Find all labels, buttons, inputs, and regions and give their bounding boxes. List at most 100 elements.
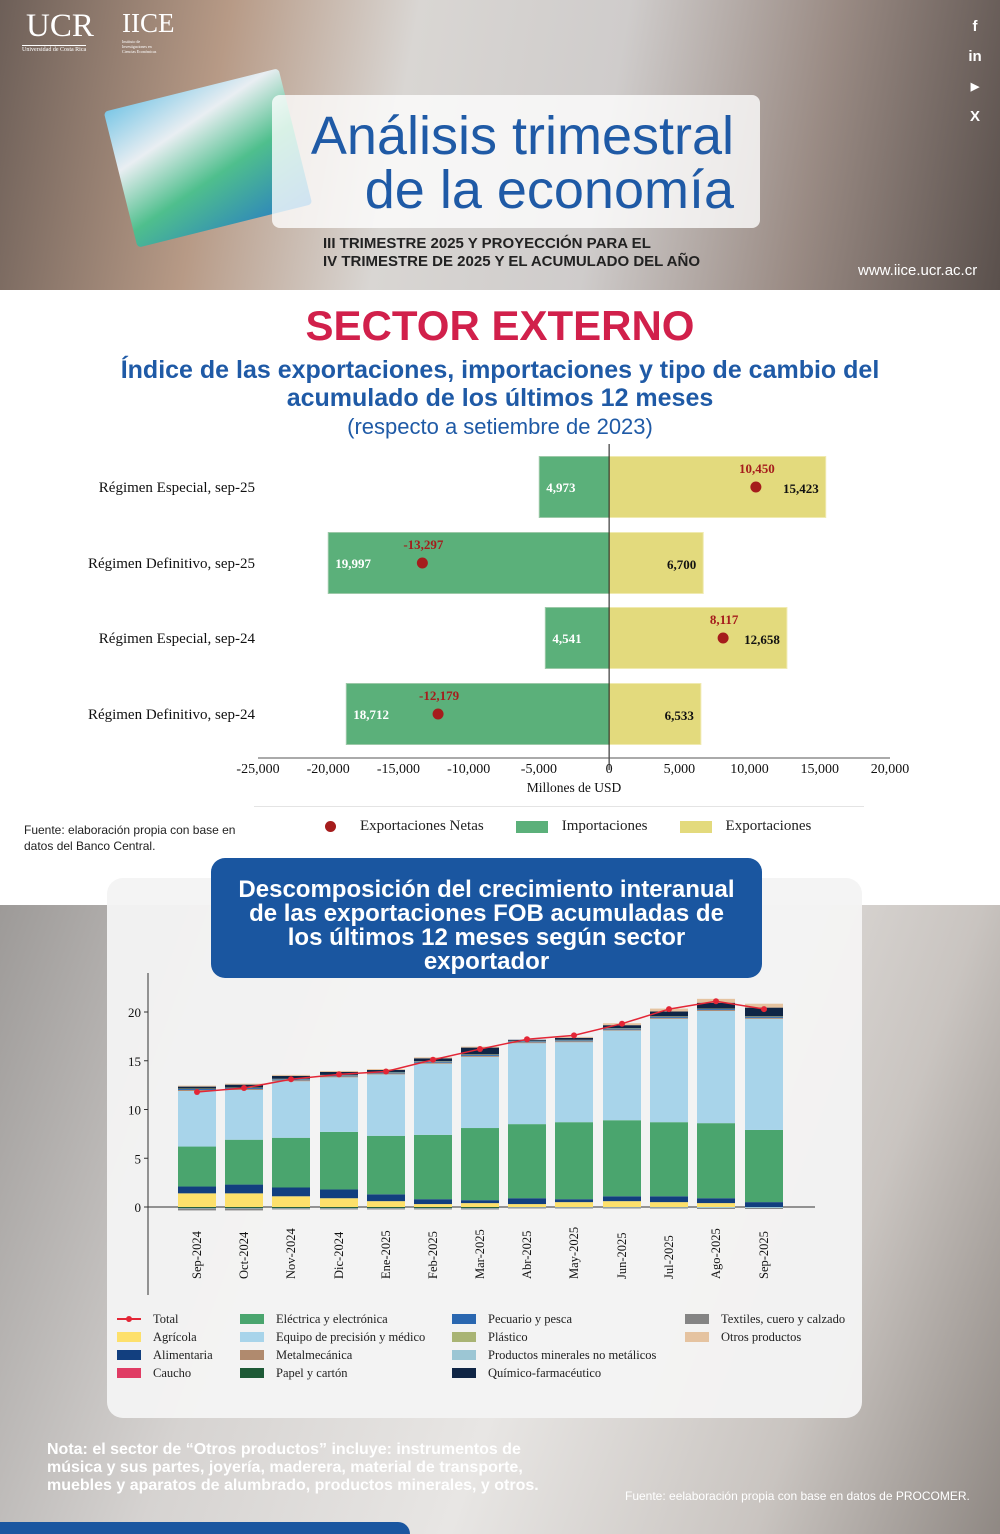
category-label: Régimen Especial, sep-24 (99, 631, 256, 647)
x-tick-label: Ene-2025 (379, 1230, 393, 1279)
chart1-title-line1: Índice de las exportaciones, importacion… (120, 356, 880, 384)
bar-segment-alimentaria (650, 1196, 688, 1203)
x-tick-label: -5,000 (521, 762, 557, 777)
x-tick-label: Dic-2024 (332, 1231, 346, 1279)
bar-segment-agr-cola (555, 1202, 593, 1207)
net-exports-point (416, 557, 428, 569)
bar-segment-equipo-de-precisi-n-y-m-dico (178, 1090, 216, 1147)
exports-value-label: 12,658 (744, 632, 780, 647)
legend-swatch (117, 1332, 141, 1342)
imports-bar (327, 532, 610, 594)
legend-label: Equipo de precisión y médico (276, 1329, 426, 1344)
imports-bar (544, 607, 610, 669)
bar-segment-textiles-cuero-y-calzado (650, 1207, 688, 1209)
chart1-legend: Exportaciones Netas Importaciones Export… (325, 818, 811, 835)
exports-bar (608, 532, 704, 594)
bar-segment-agr-cola (603, 1201, 641, 1207)
x-tick-label: Jul-2025 (662, 1235, 676, 1279)
net-exports-point (750, 481, 762, 493)
legend-label: Papel y cartón (276, 1365, 348, 1380)
bar-segment-metalmec-nica (697, 1010, 735, 1012)
bar-segment-agr-cola (225, 1193, 263, 1207)
bar-segment-agr-cola (367, 1201, 405, 1207)
bar-segment-metalmec-nica (603, 1029, 641, 1031)
legend-item: Alimentaria (117, 1346, 213, 1364)
legend-swatch (240, 1314, 264, 1324)
bar-segment-papel-y-cart-n (414, 1207, 452, 1208)
linkedin-icon[interactable]: in (968, 48, 982, 65)
bar-segment-otros-productos (272, 1074, 310, 1076)
bar-segment-pecuario-y-pesca (745, 1016, 783, 1018)
legend-swatch-exports (679, 820, 712, 833)
exports-bar (608, 456, 827, 518)
bar-segment-agr-cola (508, 1204, 546, 1207)
legend-item: Plástico (452, 1328, 528, 1346)
bar-segment-qu-mico-farmac-utico (178, 1086, 216, 1089)
legend-swatch (452, 1368, 476, 1378)
bar-segment-textiles-cuero-y-calzado (603, 1207, 641, 1209)
legend-label-net: Exportaciones Netas (360, 818, 484, 834)
bar-segment-alimentaria (697, 1198, 735, 1204)
bar-segment-pecuario-y-pesca (697, 1009, 735, 1011)
bar-segment-otros-productos (225, 1083, 263, 1085)
website-link[interactable]: www.iice.ucr.ac.cr (858, 262, 978, 279)
bar-segment-agr-cola (697, 1203, 735, 1207)
facebook-icon[interactable]: f (972, 18, 978, 35)
net-exports-label: 8,117 (710, 612, 739, 627)
chart1-title-line3: (respecto a setiembre de 2023) (347, 414, 653, 439)
legend-swatch (117, 1368, 141, 1378)
imports-value-label: 4,973 (546, 480, 576, 495)
section-title: SECTOR EXTERNO (305, 302, 695, 349)
bar-segment-alimentaria (178, 1186, 216, 1194)
youtube-icon[interactable]: ▶ (970, 81, 980, 93)
bar-segment-el-ctrica-y-electr-nica (225, 1139, 263, 1185)
x-tick-label: Oct-2024 (237, 1231, 251, 1279)
x-tick-label: 15,000 (801, 762, 840, 777)
chart2-title: Descomposición del crecimiento interanua… (211, 858, 762, 978)
bar-segment-qu-mico-farmac-utico (697, 1002, 735, 1009)
bar-segment-el-ctrica-y-electr-nica (178, 1146, 216, 1187)
exports-value-label: 6,533 (665, 708, 695, 723)
x-tick-label: -15,000 (377, 762, 420, 777)
bar-segment-equipo-de-precisi-n-y-m-dico (461, 1056, 499, 1129)
bar-segment-textiles-cuero-y-calzado (178, 1208, 216, 1211)
x-tick-label: May-2025 (567, 1227, 581, 1279)
bar-segment-qu-mico-farmac-utico (650, 1011, 688, 1017)
legend-item: Papel y cartón (240, 1364, 348, 1382)
legend-label: Productos minerales no metálicos (488, 1347, 657, 1362)
total-point (713, 998, 719, 1005)
legend-label: Total (153, 1311, 179, 1326)
legend-swatch (452, 1314, 476, 1324)
x-tick-label: 5,000 (664, 762, 696, 777)
x-tick-label: -20,000 (307, 762, 350, 777)
legend-item: Agrícola (117, 1328, 197, 1346)
bar-segment-papel-y-cart-n (178, 1207, 216, 1208)
x-axis-title: Millones de USD (527, 780, 622, 795)
bar-segment-otros-productos (745, 1003, 783, 1008)
bar-segment-alimentaria (272, 1187, 310, 1197)
x-tick-label: Jun-2025 (615, 1232, 629, 1279)
legend-label: Químico-farmacéutico (488, 1365, 602, 1380)
bar-segment-alimentaria (461, 1200, 499, 1204)
legend-label: Eléctrica y electrónica (276, 1311, 388, 1326)
bar-segment-agr-cola (414, 1204, 452, 1207)
iice-logo: IICE (122, 8, 175, 38)
footer-accent-bar (0, 1522, 410, 1534)
bar-segment-equipo-de-precisi-n-y-m-dico (414, 1063, 452, 1135)
bar-segment-metalmec-nica (745, 1017, 783, 1019)
imports-bar (538, 456, 610, 518)
bar-segment-el-ctrica-y-electr-nica (320, 1131, 358, 1190)
bar-segment-el-ctrica-y-electr-nica (508, 1124, 546, 1199)
legend-item: Productos minerales no metálicos (452, 1346, 656, 1364)
bar-segment-equipo-de-precisi-n-y-m-dico (508, 1043, 546, 1125)
bar-segment-equipo-de-precisi-n-y-m-dico (650, 1018, 688, 1123)
bar-segment-agr-cola (461, 1203, 499, 1207)
bar-segment-el-ctrica-y-electr-nica (697, 1123, 735, 1199)
bar-segment-equipo-de-precisi-n-y-m-dico (697, 1011, 735, 1124)
bar-segment-metalmec-nica (650, 1017, 688, 1019)
total-point (524, 1036, 530, 1043)
title-box: Análisis trimestral de la economía (272, 95, 760, 228)
bar-segment-agr-cola (178, 1193, 216, 1207)
legend-divider (254, 806, 864, 807)
x-icon[interactable]: X (969, 108, 980, 125)
